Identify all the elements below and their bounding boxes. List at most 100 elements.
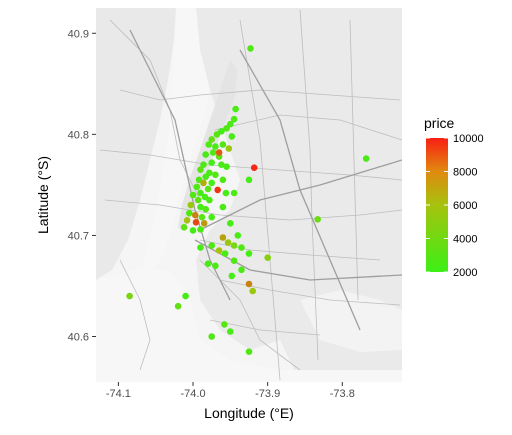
data-point — [198, 213, 206, 221]
data-point — [214, 186, 221, 194]
data-point — [204, 260, 212, 268]
data-point — [228, 272, 236, 280]
data-point — [208, 159, 215, 166]
data-point — [194, 196, 202, 204]
data-point — [180, 224, 188, 231]
legend-tick-label: 2000 — [453, 267, 477, 279]
data-point — [247, 45, 254, 52]
data-point — [225, 145, 233, 152]
data-point — [206, 196, 213, 204]
data-point — [212, 171, 219, 179]
map-land-bronx-queens — [196, 8, 402, 382]
legend-tick-label: 6000 — [453, 200, 477, 212]
x-axis-title: Longitude (°E) — [204, 405, 294, 421]
data-point — [249, 287, 256, 295]
data-point — [230, 189, 238, 197]
x-tick-label: -74.0 — [180, 388, 205, 400]
data-point — [209, 149, 217, 156]
data-point — [197, 166, 204, 173]
legend-colorbar — [426, 138, 448, 272]
legend-ticks: 10000 8000 6000 4000 2000 — [426, 133, 484, 279]
x-tick-label: -73.8 — [330, 388, 355, 400]
data-point — [230, 257, 238, 265]
basemap — [96, 8, 402, 382]
data-point — [192, 211, 199, 219]
data-point — [208, 213, 215, 221]
data-point — [189, 227, 197, 234]
y-tick-label: 40.6 — [68, 332, 89, 344]
legend-tick-label: 10000 — [453, 133, 484, 145]
data-point — [182, 292, 189, 300]
y-tick-label: 40.7 — [68, 230, 89, 242]
data-point — [200, 179, 207, 187]
data-point — [174, 302, 182, 310]
data-point — [189, 191, 197, 199]
data-point — [245, 348, 253, 356]
data-point — [208, 242, 215, 249]
data-point — [218, 161, 225, 168]
x-tick-label: -73.9 — [255, 388, 280, 400]
data-point — [232, 105, 239, 113]
legend: price 10000 8000 6000 4000 2000 — [424, 115, 484, 279]
data-point — [314, 216, 322, 223]
map-water-bay — [96, 268, 402, 382]
data-point — [202, 205, 209, 213]
data-point — [126, 292, 133, 300]
data-point — [197, 244, 204, 251]
y-axis: 40.6 40.7 40.8 40.9 — [68, 28, 96, 344]
data-point — [213, 131, 221, 138]
data-point — [186, 209, 193, 217]
data-point — [223, 125, 230, 132]
data-point — [187, 201, 195, 209]
data-point — [219, 203, 227, 211]
x-tick-label: -74.1 — [106, 388, 131, 400]
data-point — [219, 176, 227, 184]
data-point — [204, 185, 212, 193]
data-point — [208, 333, 215, 340]
y-tick-label: 40.9 — [68, 28, 89, 40]
x-axis: -74.1 -74.0 -73.9 -73.8 — [106, 382, 355, 400]
data-point — [202, 151, 209, 158]
data-point — [223, 163, 230, 170]
data-point — [238, 244, 245, 251]
y-tick-label: 40.8 — [68, 129, 89, 141]
y-axis-title: Latitude (°S) — [35, 156, 51, 234]
data-point — [200, 220, 208, 227]
data-point — [228, 133, 236, 140]
data-point — [193, 183, 201, 191]
data-point — [221, 250, 229, 257]
points-layer — [126, 45, 370, 356]
map-water-jamaica-bay — [300, 290, 402, 352]
data-point — [234, 232, 242, 239]
data-point — [230, 242, 238, 249]
data-point — [219, 234, 227, 241]
legend-tick-label: 8000 — [453, 167, 477, 179]
data-point — [238, 266, 245, 274]
legend-tick-label: 4000 — [453, 234, 477, 246]
data-point — [245, 176, 253, 184]
data-point — [200, 161, 207, 168]
data-point — [215, 149, 223, 156]
data-point — [227, 220, 234, 227]
data-point — [245, 250, 253, 257]
data-point — [197, 226, 204, 233]
data-point — [202, 173, 209, 181]
data-point — [227, 328, 234, 335]
data-point — [205, 141, 212, 148]
data-point — [197, 189, 204, 197]
data-point — [362, 155, 370, 162]
data-point — [245, 280, 253, 288]
data-point — [221, 321, 228, 328]
data-point — [224, 239, 232, 246]
data-point — [212, 262, 219, 270]
data-point — [219, 141, 227, 148]
data-point — [222, 189, 230, 197]
data-point — [212, 143, 219, 150]
data-point — [208, 179, 215, 187]
data-point — [192, 219, 200, 226]
data-point — [197, 203, 204, 211]
data-point — [250, 164, 258, 171]
legend-title: price — [424, 115, 455, 131]
data-point — [264, 254, 272, 261]
